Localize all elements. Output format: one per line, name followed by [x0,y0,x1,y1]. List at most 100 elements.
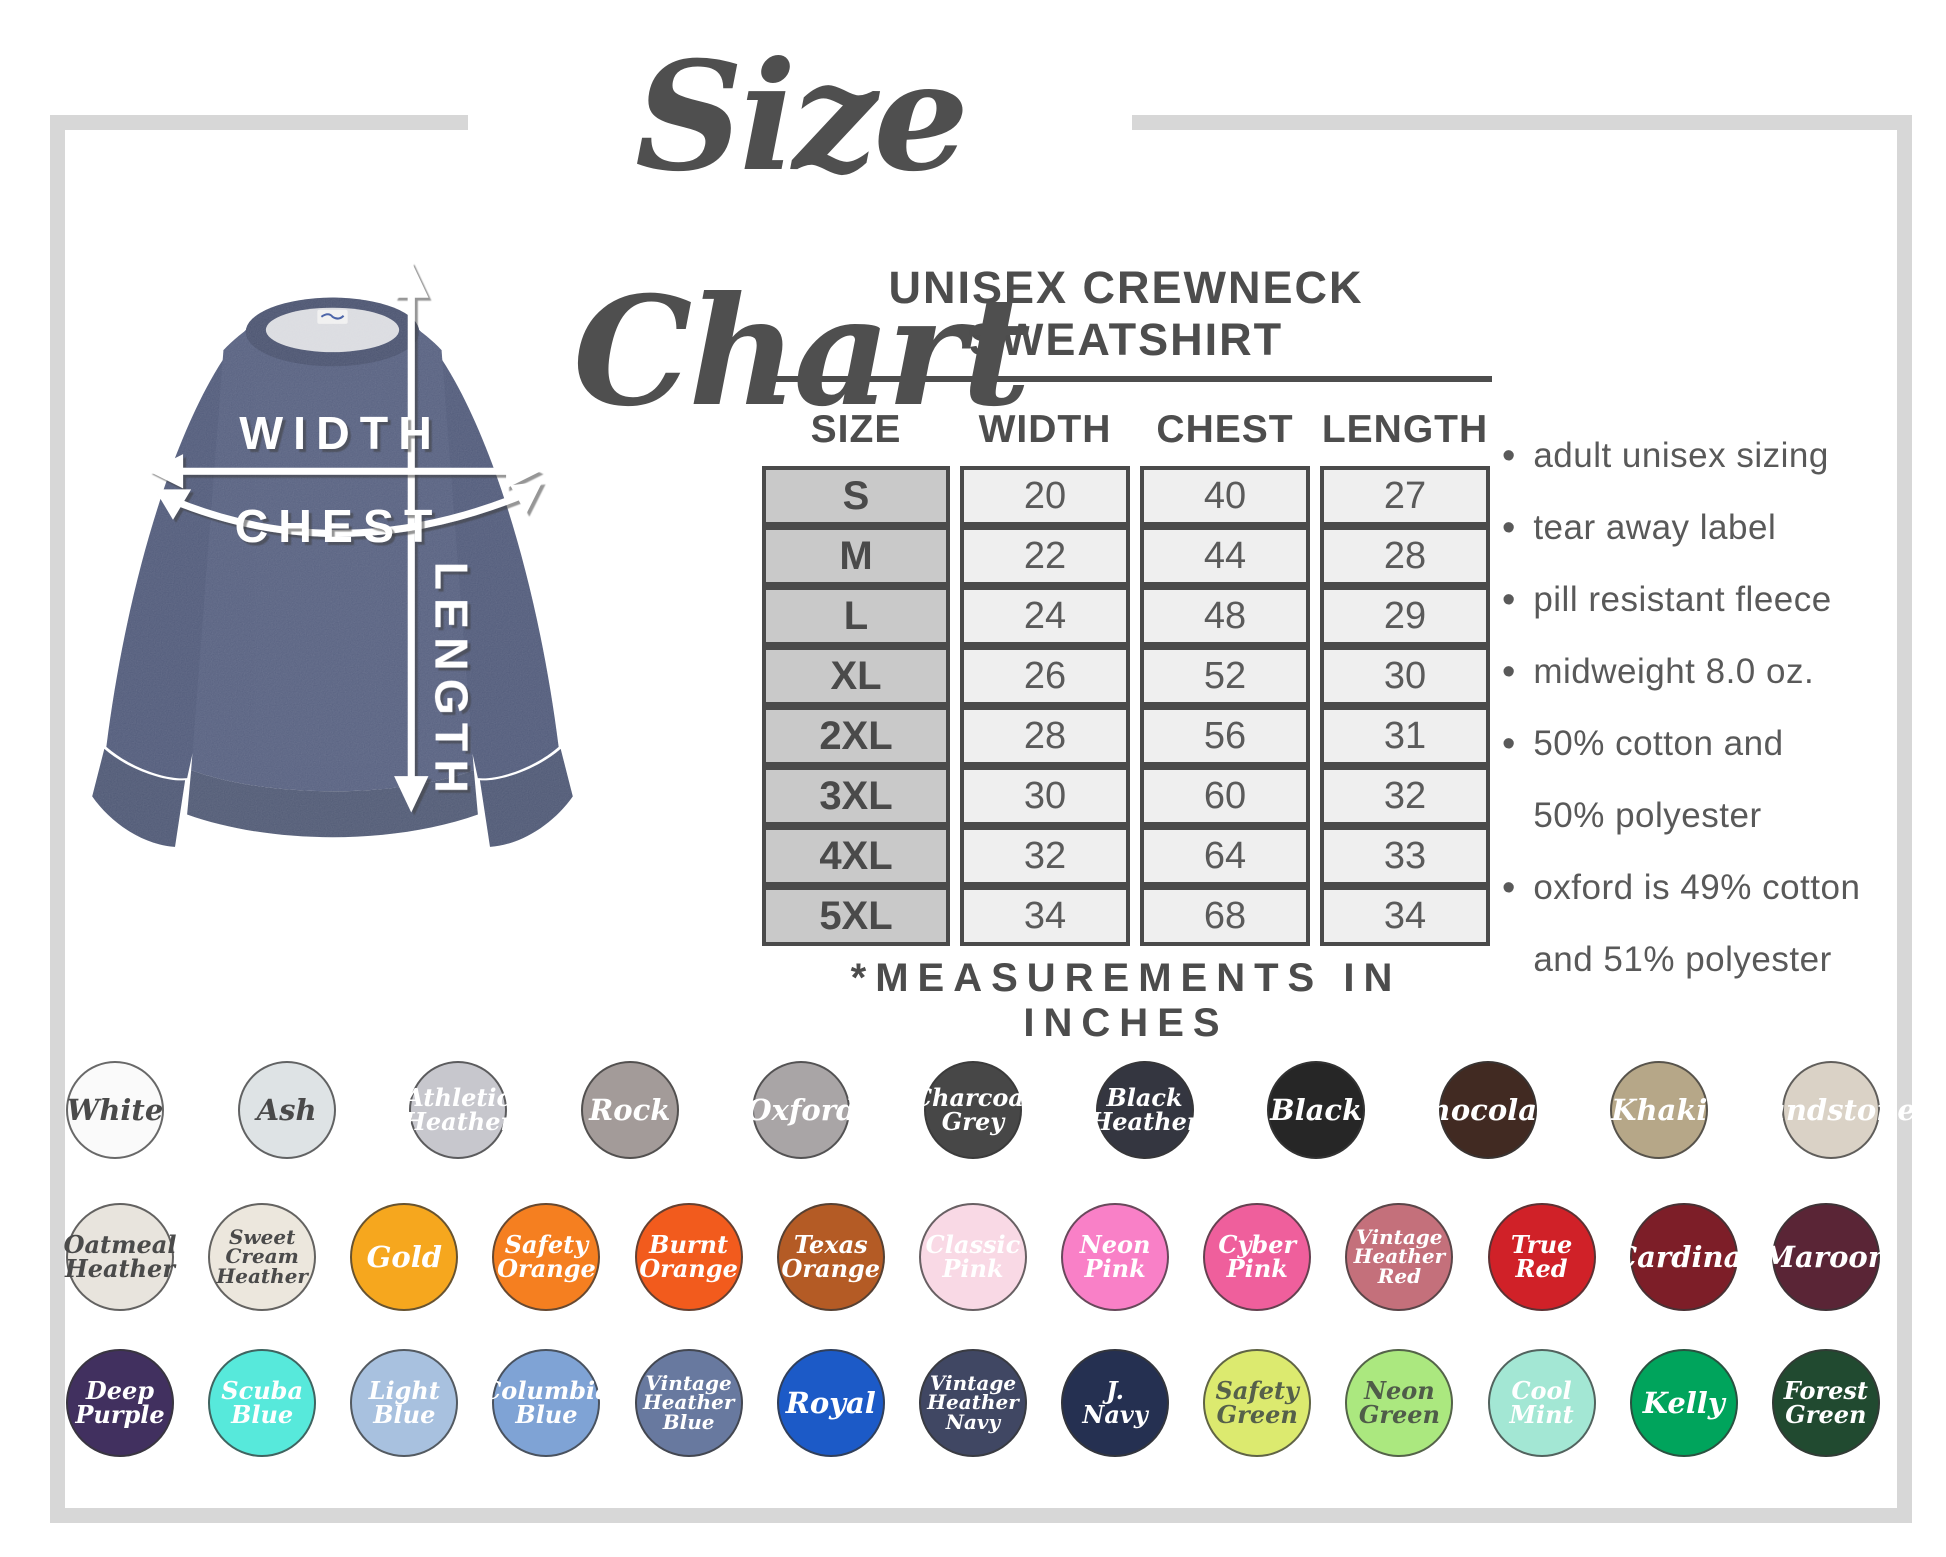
swatch-row-2: Oatmeal Heather Sweet Cream Heather Gold Sa… [63,1202,1889,1312]
color-swatch-sandstone: Sandstone [1746,1061,1916,1159]
color-swatch-neon-pink: Neon Pink [1061,1203,1170,1311]
color-swatch-label: Light Blue [368,1376,440,1429]
color-swatch-cyber-pink: Cyber Pink [1203,1203,1312,1311]
measurement-cell: 22 [960,526,1130,586]
color-swatch-label: J. Navy [1082,1376,1148,1429]
color-swatch-label: Neon Green [1358,1376,1440,1429]
size-cell: L [762,586,950,646]
color-swatch-label: Scuba Blue [221,1376,304,1429]
color-swatch-label: Kelly [1642,1385,1725,1420]
color-swatch-chocolate: Chocolate [1407,1061,1569,1159]
bullet-icon: • [1502,867,1516,909]
color-swatch-oxford: Oxford [746,1061,856,1159]
color-swatch-label: Rock [589,1092,671,1127]
table-col-header: WIDTH [978,408,1112,451]
color-swatch-label: Cyber Pink [1218,1230,1297,1283]
feature-item: • oxford is 49% cotton and 51% polyester [1502,852,1892,996]
chest-arrow [154,481,543,537]
measurement-cell: 29 [1320,586,1490,646]
feature-text: oxford is 49% cotton and 51% polyester [1533,868,1861,979]
feature-text: tear away label [1533,508,1777,547]
color-swatch-light-blue: Light Blue [350,1349,459,1457]
table-col-header: LENGTH [1321,408,1489,451]
color-swatch-label: Sandstone [1746,1092,1916,1127]
length-arrow-label: LENGTH [425,562,477,801]
feature-item: • 50% cotton and 50% polyester [1502,708,1892,852]
color-swatch-cool-mint: Cool Mint [1487,1349,1596,1457]
color-swatch-khaki: Khaki [1610,1061,1709,1159]
color-swatch-label: Gold [366,1239,443,1274]
color-swatch-label: Neon Pink [1079,1230,1151,1283]
color-swatch-black-heather: Black Heather [1090,1061,1200,1159]
color-swatch-label: Oatmeal Heather [63,1230,177,1283]
table-heading-text: UNISEX CREWNECK SWEATSHIRT [760,262,1492,382]
feature-text: pill resistant fleece [1533,580,1832,619]
size-cell: 5XL [762,886,950,946]
measurement-cell: 44 [1140,526,1310,586]
chest-arrow-label: CHEST [235,500,443,552]
feature-text: 50% cotton and 50% polyester [1533,724,1784,835]
color-swatch-label: Classic Pink [925,1230,1021,1283]
color-swatch-burnt-orange: Burnt Orange [634,1203,743,1311]
width-arrow-label: WIDTH [239,407,442,459]
color-swatch-ash: Ash [237,1061,336,1159]
size-table: S 20 40 27 M 22 44 28 L 24 48 29 XL 26 52 30 2XL 28 56 31 3X… [762,466,1490,946]
color-swatch-black: Black [1267,1061,1366,1159]
color-swatch-safety-green: Safety Green [1203,1349,1312,1457]
measurement-cell: 28 [1320,526,1490,586]
color-swatch-label: Athletic Heather [403,1083,514,1136]
color-swatch-white: White [66,1061,164,1159]
color-swatch-label: Sweet Cream Heather [216,1224,308,1288]
color-swatch-athletic-heather: Athletic Heather [403,1061,513,1159]
page-title: Size Chart [468,0,1132,440]
measurement-cell: 20 [960,466,1130,526]
color-swatch-label: Black [1270,1092,1363,1127]
color-swatch-label: Safety Orange [497,1230,596,1283]
measurement-cell: 26 [960,646,1130,706]
bullet-icon: • [1502,435,1516,477]
color-swatch-cardinal: Cardinal [1614,1203,1753,1311]
feature-list: • adult unisex sizing • tear away label • pil… [1502,420,1892,996]
color-swatch-vintage-heather-blue: Vintage Heather Blue [634,1349,743,1457]
color-swatch-label: Burnt Orange [639,1230,738,1283]
color-swatch-label: Cool Mint [1509,1376,1574,1429]
color-swatch-label: Texas Orange [781,1230,881,1283]
color-swatch-maroon: Maroon [1763,1203,1889,1311]
measurement-cell: 31 [1320,706,1490,766]
measurement-cell: 24 [960,586,1130,646]
measurement-cell: 48 [1140,586,1310,646]
color-swatch-deep-purple: Deep Purple [66,1349,174,1457]
bullet-icon: • [1502,651,1516,693]
color-swatch-label: Black Heather [1089,1083,1200,1136]
color-swatch-rock: Rock [580,1061,679,1159]
bullet-icon: • [1502,579,1516,621]
feature-item: • midweight 8.0 oz. [1502,636,1892,708]
swatch-row-3: Deep Purple Scuba Blue Light Blue Columbia … [66,1348,1880,1458]
width-arrow [148,454,541,489]
color-swatch-charcoal-grey: Charcoal Grey [913,1061,1033,1159]
color-swatch-label: Ash [256,1092,317,1127]
color-swatch-safety-orange: Safety Orange [492,1203,601,1311]
measurement-cell: 28 [960,706,1130,766]
color-swatch-texas-orange: Texas Orange [776,1203,885,1311]
measurement-cell: 68 [1140,886,1310,946]
feature-item: • tear away label [1502,492,1892,564]
size-cell: S [762,466,950,526]
measurement-cell: 30 [960,766,1130,826]
color-swatch-sweet-cream-heather: Sweet Cream Heather [208,1203,317,1311]
color-swatch-label: Columbia Blue [482,1376,611,1429]
feature-text: midweight 8.0 oz. [1533,652,1815,691]
measurement-cell: 32 [960,826,1130,886]
color-swatch-classic-pink: Classic Pink [918,1203,1027,1311]
measurement-cell: 40 [1140,466,1310,526]
color-swatch-royal: Royal [776,1349,885,1457]
measurement-cell: 34 [1320,886,1490,946]
sweatshirt-illustration: WIDTH CHEST LENGTH [92,261,573,847]
color-swatch-scuba-blue: Scuba Blue [208,1349,317,1457]
measurements-note: *MEASUREMENTS IN INCHES [850,956,1402,1045]
measurement-cell: 32 [1320,766,1490,826]
measurement-cell: 60 [1140,766,1310,826]
size-table-column-headers: SIZE WIDTH CHEST LENGTH [762,408,1490,452]
color-swatch-forest-green: Forest Green [1771,1349,1880,1457]
color-swatch-columbia-blue: Columbia Blue [482,1349,611,1457]
